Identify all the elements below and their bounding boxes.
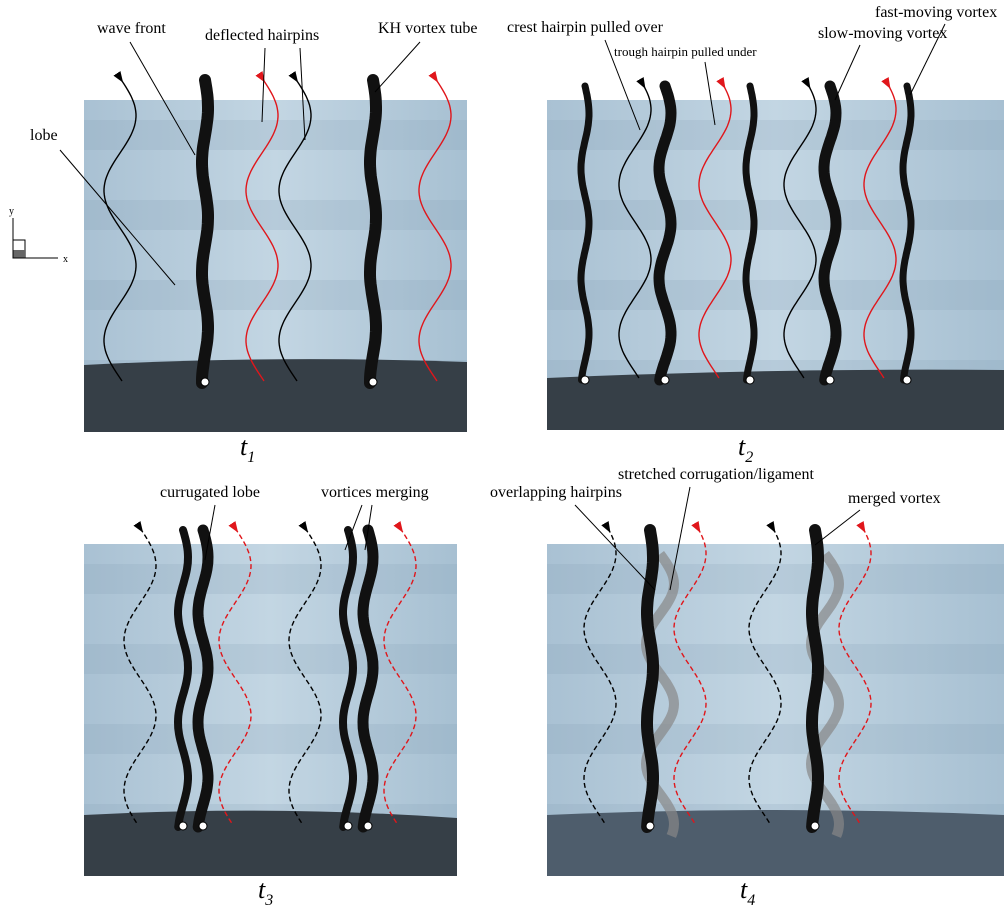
- tube-end: [581, 376, 589, 384]
- panel: [84, 78, 467, 432]
- annotation: merged vortex: [848, 490, 941, 507]
- annotation: crest hairpin pulled over: [507, 19, 664, 36]
- annotation: currugated lobe: [160, 484, 260, 501]
- tube-end: [811, 822, 819, 830]
- panel: [84, 528, 457, 876]
- vortex-tube: [370, 80, 376, 383]
- tube-end: [903, 376, 911, 384]
- tube-end: [364, 822, 372, 830]
- panel-caption: t2: [738, 432, 753, 466]
- tube-end: [746, 376, 754, 384]
- lower-layer: [84, 811, 457, 876]
- tube-end: [826, 376, 834, 384]
- axis-fill: [13, 250, 25, 258]
- caption-subscript: 3: [264, 892, 273, 909]
- annotation: fast-moving vortex: [875, 4, 997, 21]
- caption-subscript: 1: [247, 449, 255, 466]
- surface-shade: [547, 564, 1004, 594]
- surface-shade: [84, 200, 467, 230]
- caption-subscript: 2: [745, 449, 753, 466]
- leader-line: [835, 45, 860, 100]
- surface-shade: [547, 644, 1004, 674]
- vortex-tube: [647, 530, 653, 827]
- annotation: slow-moving vortex: [818, 25, 947, 42]
- surface-shade: [84, 280, 467, 310]
- panel: [547, 84, 1004, 430]
- panel: [547, 528, 1004, 876]
- tube-end: [344, 822, 352, 830]
- annotation: deflected hairpins: [205, 27, 319, 44]
- axis-label: y: [9, 206, 14, 217]
- tube-end: [369, 378, 377, 386]
- surface-shade: [547, 200, 1004, 230]
- surface-shade: [84, 724, 457, 754]
- tube-end: [199, 822, 207, 830]
- lower-layer: [547, 370, 1004, 430]
- tube-end: [201, 378, 209, 386]
- surface-shade: [547, 724, 1004, 754]
- leader-line: [375, 42, 420, 92]
- axis-label: x: [63, 254, 68, 265]
- surface-shade: [84, 564, 457, 594]
- axis-icon: xy: [9, 206, 68, 265]
- panel-caption: t1: [240, 432, 255, 466]
- annotation: KH vortex tube: [378, 20, 478, 37]
- surface-shade: [547, 120, 1004, 150]
- surface-shade: [84, 644, 457, 674]
- annotation: stretched corrugation/ligament: [618, 466, 814, 483]
- surface-shade: [547, 280, 1004, 310]
- panel-caption: t3: [258, 875, 273, 909]
- lower-layer: [547, 810, 1004, 876]
- panel-caption: t4: [740, 875, 755, 909]
- vortex-tube: [202, 80, 208, 383]
- vortex-tube: [812, 530, 818, 827]
- annotation: overlapping hairpins: [490, 484, 622, 501]
- tube-end: [646, 822, 654, 830]
- annotation: lobe: [30, 127, 58, 144]
- figure: xy wave frontdeflected hairpinsKH vortex…: [0, 0, 1008, 909]
- annotation: vortices merging: [321, 484, 429, 501]
- lower-layer: [84, 359, 467, 432]
- panels-art: xy: [9, 78, 1004, 876]
- leader-line: [815, 510, 860, 545]
- annotation: trough hairpin pulled under: [614, 44, 757, 59]
- annotation: wave front: [97, 20, 166, 37]
- tube-end: [179, 822, 187, 830]
- surface-shade: [84, 120, 467, 150]
- caption-subscript: 4: [747, 892, 755, 909]
- tube-end: [661, 376, 669, 384]
